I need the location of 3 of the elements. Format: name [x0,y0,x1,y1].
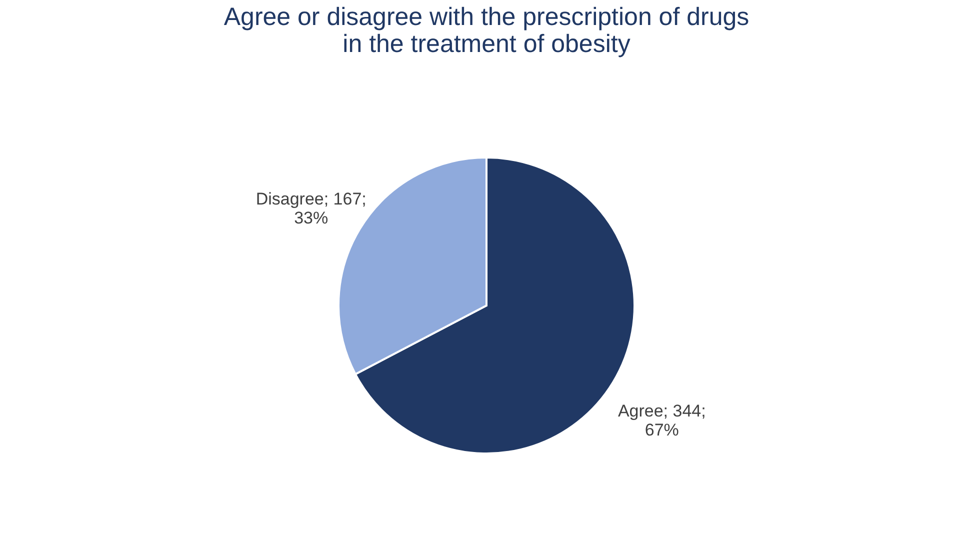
slice-label: Agree; 344; 67% [618,402,706,440]
chart-title: Agree or disagree with the prescription of drugs in the treatment of obesity [224,3,750,58]
slice-label: Disagree; 167; 33% [256,189,366,228]
